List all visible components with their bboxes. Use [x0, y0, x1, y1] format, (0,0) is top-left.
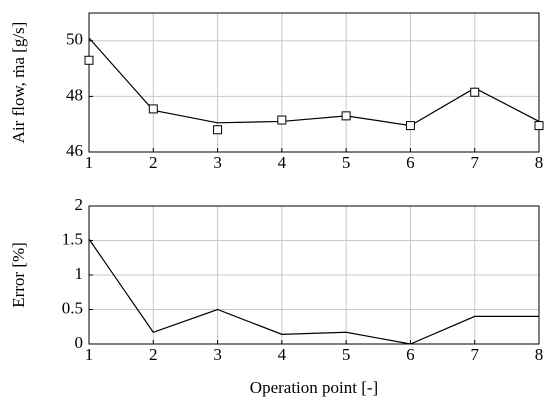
x-tick-label: 3: [213, 153, 222, 172]
square-marker: [277, 115, 287, 125]
y-tick-label: 48: [66, 85, 83, 104]
y-tick-label: 0.5: [62, 298, 83, 317]
x-tick-label: 2: [149, 345, 158, 364]
x-tick-label: 6: [406, 153, 415, 172]
x-tick-label: 7: [470, 153, 479, 172]
square-marker: [405, 121, 415, 131]
x-tick-label: 6: [406, 345, 415, 364]
series-line: [88, 37, 540, 127]
y-tick-label: 1: [75, 264, 84, 283]
y-tick-label: 1.5: [62, 229, 83, 248]
y-tick-label: 2: [75, 195, 84, 214]
x-tick-label: 1: [85, 153, 94, 172]
y-axis-label: Air flow, ṁa [g/s]: [9, 22, 28, 144]
square-marker: [84, 55, 94, 65]
square-marker: [470, 87, 480, 97]
x-tick-label: 8: [535, 345, 544, 364]
x-tick-label: 8: [535, 153, 544, 172]
y-tick-label: 50: [66, 30, 83, 49]
x-tick-label: 4: [278, 345, 287, 364]
x-tick-label: 2: [149, 153, 158, 172]
y-tick-label: 0: [75, 333, 84, 352]
series-line: [88, 238, 539, 345]
x-axis-label: Operation point [-]: [250, 378, 378, 397]
x-tick-label: 1: [85, 345, 94, 364]
square-marker: [213, 125, 223, 135]
square-marker: [341, 111, 351, 121]
square-marker: [534, 121, 544, 131]
x-tick-label: 4: [278, 153, 287, 172]
x-tick-label: 5: [342, 345, 351, 364]
square-marker: [148, 104, 158, 114]
x-tick-label: 5: [342, 153, 351, 172]
x-tick-label: 7: [470, 345, 479, 364]
y-tick-label: 46: [66, 141, 83, 160]
x-tick-label: 3: [213, 345, 222, 364]
plot-frame: [88, 12, 540, 153]
y-axis-label: Error [%]: [9, 242, 28, 308]
